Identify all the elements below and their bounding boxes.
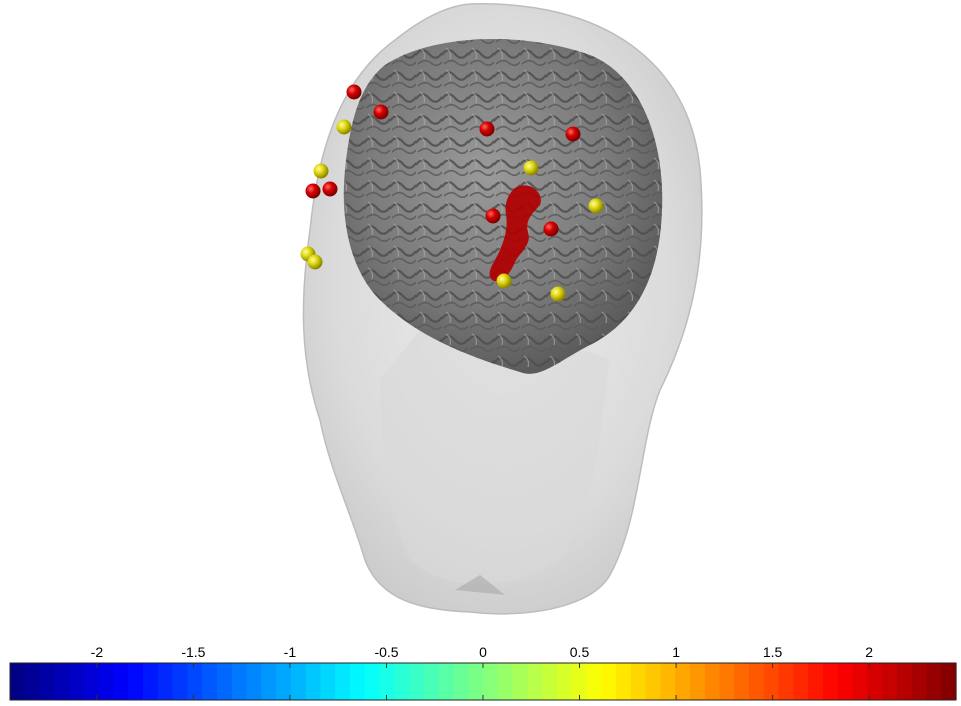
- colorbar-band: [941, 663, 957, 700]
- colorbar-tick-label: -0.5: [374, 644, 398, 660]
- colorbar-band: [793, 663, 809, 700]
- electrode: [322, 181, 338, 197]
- electrode: [336, 119, 352, 135]
- electrode: [346, 84, 362, 100]
- colorbar-band: [749, 663, 765, 700]
- activation-region: [489, 185, 541, 282]
- colorbar-band: [98, 663, 115, 700]
- colorbar-band: [645, 663, 661, 700]
- colorbar-tick-label: 1.5: [763, 644, 783, 660]
- colorbar-band: [660, 663, 676, 700]
- colorbar-band: [24, 663, 41, 700]
- electrode: [550, 286, 566, 302]
- electrode: [307, 254, 323, 270]
- colorbar-band: [54, 663, 70, 700]
- colorbar-band: [349, 663, 366, 700]
- colorbar-band: [926, 663, 942, 700]
- colorbar-band: [364, 663, 381, 700]
- colorbar-band: [83, 663, 100, 700]
- electrode: [543, 221, 559, 237]
- electrode: [373, 104, 389, 120]
- electrode: [479, 121, 495, 137]
- colorbar-band: [630, 663, 647, 700]
- colorbar-band: [276, 663, 292, 700]
- colorbar-band: [704, 663, 721, 700]
- colorbar-gradient: [10, 663, 957, 700]
- colorbar-band: [379, 663, 395, 700]
- colorbar-band: [290, 663, 307, 700]
- colorbar-ticks: [96, 663, 870, 700]
- colorbar-band: [882, 663, 898, 700]
- colorbar-band: [394, 663, 410, 700]
- electrodes: [300, 84, 604, 302]
- colorbar-band: [778, 663, 795, 700]
- colorbar-band: [911, 663, 928, 700]
- electrode: [565, 126, 581, 142]
- colorbar-tick-label: 0: [479, 644, 487, 660]
- colorbar-band: [586, 663, 602, 700]
- colorbar-band: [512, 663, 528, 700]
- colorbar-band: [409, 663, 425, 700]
- colorbar-band: [423, 663, 440, 700]
- electrode: [496, 273, 512, 289]
- chin-shadow: [455, 575, 505, 595]
- colorbar-band: [497, 663, 514, 700]
- electrode: [523, 160, 539, 176]
- colorbar-band: [216, 663, 233, 700]
- colorbar-band: [10, 663, 26, 700]
- colorbar-tick-label: 2: [865, 644, 873, 660]
- colorbar-band: [246, 663, 262, 700]
- colorbar-band: [143, 663, 159, 700]
- colorbar: -2 -1.5 -1 -0.5 0 0.5 1 1.5 2: [9, 644, 957, 701]
- electrode: [485, 208, 501, 224]
- colorbar-tick-label: -1.5: [181, 644, 205, 660]
- colorbar-band: [675, 663, 691, 700]
- electrode: [305, 183, 321, 199]
- colorbar-band: [261, 663, 277, 700]
- colorbar-band: [438, 663, 455, 700]
- colorbar-band: [320, 663, 336, 700]
- colorbar-tick-label: -1: [284, 644, 297, 660]
- colorbar-band: [852, 663, 868, 700]
- colorbar-band: [128, 663, 144, 700]
- colorbar-band: [231, 663, 248, 700]
- colorbar-band: [571, 663, 588, 700]
- head-neck-shadow: [380, 330, 610, 585]
- colorbar-band: [305, 663, 322, 700]
- colorbar-band: [172, 663, 188, 700]
- colorbar-tick-label: -2: [91, 644, 104, 660]
- colorbar-band: [187, 663, 203, 700]
- electrode: [313, 163, 329, 179]
- colorbar-band: [542, 663, 558, 700]
- colorbar-band: [616, 663, 632, 700]
- colorbar-band: [483, 663, 499, 700]
- colorbar-band: [202, 663, 218, 700]
- colorbar-band: [763, 663, 780, 700]
- colorbar-band: [822, 663, 839, 700]
- colorbar-band: [157, 663, 174, 700]
- colorbar-band: [734, 663, 750, 700]
- colorbar-tick-labels: -2 -1.5 -1 -0.5 0 0.5 1 1.5 2: [91, 644, 874, 660]
- colorbar-band: [69, 663, 85, 700]
- colorbar-band: [113, 663, 129, 700]
- colorbar-tick-label: 1: [672, 644, 680, 660]
- colorbar-band: [556, 663, 573, 700]
- colorbar-band: [689, 663, 706, 700]
- colorbar-band: [453, 663, 469, 700]
- colorbar-band: [837, 663, 854, 700]
- electrode: [588, 198, 604, 214]
- colorbar-band: [896, 663, 913, 700]
- colorbar-band: [867, 663, 883, 700]
- head-brain-render: [300, 3, 703, 615]
- colorbar-band: [335, 663, 351, 700]
- colorbar-band: [468, 663, 484, 700]
- colorbar-band: [601, 663, 617, 700]
- colorbar-band: [527, 663, 543, 700]
- colorbar-band: [719, 663, 735, 700]
- colorbar-band: [39, 663, 55, 700]
- colorbar-band: [808, 663, 824, 700]
- colorbar-tick-label: 0.5: [570, 644, 590, 660]
